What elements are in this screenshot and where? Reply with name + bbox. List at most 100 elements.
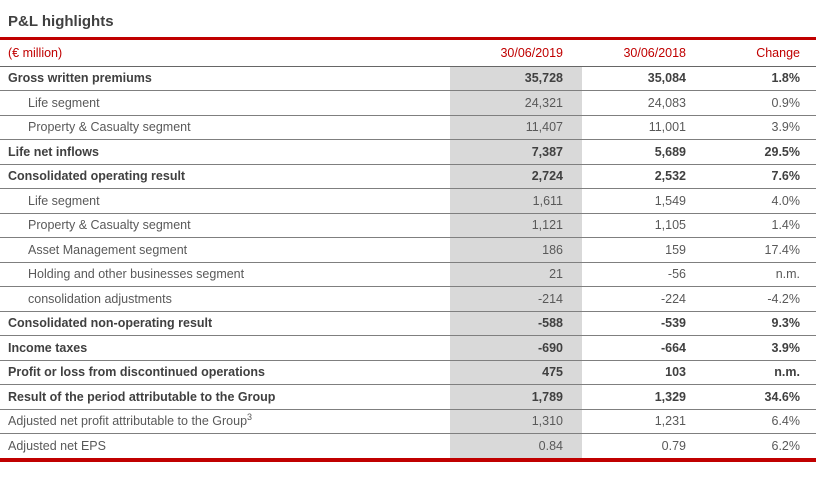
- row-label-text: Asset Management segment: [28, 242, 188, 257]
- value-2019: -690: [450, 335, 582, 361]
- row-label: Income taxes: [0, 335, 450, 361]
- row-label: Life net inflows: [0, 139, 450, 165]
- table-row: Life segment 1,611 1,549 4.0%: [0, 188, 816, 214]
- value-2019: -588: [450, 311, 582, 336]
- row-label: consolidation adjustments: [0, 286, 450, 312]
- row-label-text: Profit or loss from discontinued operati…: [8, 365, 265, 380]
- value-change: 6.2%: [771, 439, 801, 453]
- table-row: Profit or loss from discontinued operati…: [0, 360, 816, 385]
- value-change: 9.3%: [703, 311, 816, 336]
- table-body: Gross written premiums 35,728 35,084 1.8% Li…: [0, 66, 816, 458]
- value-change: 1.8%: [703, 66, 816, 91]
- value-2018: 1,549: [582, 188, 703, 214]
- pnl-table: (€ million) 30/06/2019 30/06/2018 Change…: [0, 40, 816, 458]
- table-row: Life net inflows 7,387 5,689 29.5%: [0, 139, 816, 165]
- table-row: Income taxes -690 -664 3.9%: [0, 335, 816, 361]
- value-2018: -56: [582, 262, 703, 287]
- table-row: Holding and other businesses segment 21 -5…: [0, 262, 816, 287]
- value-2018: 24,083: [582, 90, 703, 116]
- row-label: Consolidated non-operating result: [0, 311, 450, 336]
- table-row: Gross written premiums 35,728 35,084 1.8%: [0, 66, 816, 91]
- row-label: Consolidated operating result: [0, 164, 450, 189]
- value-change: 3.9%: [703, 115, 816, 140]
- table-header-row: (€ million) 30/06/2019 30/06/2018 Change: [0, 40, 816, 67]
- value-change: n.m.: [703, 360, 816, 385]
- value-change: 29.5%: [703, 139, 816, 165]
- value-2019: 1,310: [450, 409, 582, 434]
- row-label: Life segment: [0, 188, 450, 214]
- table-row: Result of the period attributable to the…: [0, 384, 816, 410]
- row-label-text: Consolidated non-operating result: [8, 316, 213, 331]
- row-label: Profit or loss from discontinued operati…: [0, 360, 450, 385]
- value-2019: 7,387: [450, 139, 582, 165]
- value-change: 17.4%: [703, 237, 816, 263]
- value-2019: 186: [450, 237, 582, 263]
- row-label: Gross written premiums: [0, 66, 450, 91]
- row-label: Holding and other businesses segment: [0, 262, 450, 287]
- col-header-2018: 30/06/2018: [582, 40, 703, 67]
- value-2019: 11,407: [450, 115, 582, 140]
- value-2019: 24,321: [450, 90, 582, 116]
- value-2018: 11,001: [582, 115, 703, 140]
- row-label-text: Holding and other businesses segment: [28, 267, 245, 282]
- table-row: Property & Casualty segment 1,121 1,105 1.4…: [0, 213, 816, 238]
- value-change: 34.6%: [703, 384, 816, 410]
- value-change: 7.6%: [703, 164, 816, 189]
- table-row: Life segment 24,321 24,083 0.9%: [0, 90, 816, 116]
- row-label-text: Result of the period attributable to the…: [8, 389, 276, 404]
- row-label-text: Property & Casualty segment: [28, 218, 191, 233]
- row-label-text: Life net inflows: [8, 144, 99, 159]
- col-header-change: Change: [703, 40, 816, 67]
- table-row: Consolidated operating result 2,724 2,532 7…: [0, 164, 816, 189]
- row-label-footnote: 3: [247, 412, 253, 423]
- value-2018: 0.79: [661, 439, 686, 453]
- row-label: Asset Management segment: [0, 237, 450, 263]
- table-row: Consolidated non-operating result -588 -53…: [0, 311, 816, 336]
- row-label: Property & Casualty segment: [0, 213, 450, 238]
- value-2019: -214: [450, 286, 582, 312]
- row-label-text: Life segment: [28, 95, 100, 110]
- value-change: n.m.: [703, 262, 816, 287]
- value-2019: 35,728: [450, 66, 582, 91]
- table-row: Adjusted net EPS 0.84 0.79 6.2%: [0, 433, 816, 459]
- row-label-text: Gross written premiums: [8, 71, 152, 86]
- row-label: Result of the period attributable to the…: [0, 384, 450, 410]
- row-label-text: Adjusted net EPS: [8, 439, 106, 453]
- row-label-text: Consolidated operating result: [8, 169, 186, 184]
- row-label: Adjusted net profit attributable to the …: [0, 409, 450, 434]
- value-2018: -539: [582, 311, 703, 336]
- row-label-text: Property & Casualty segment: [28, 120, 191, 135]
- title-rule: [0, 37, 816, 40]
- value-2018: 35,084: [582, 66, 703, 91]
- value-change: 1.4%: [703, 213, 816, 238]
- value-change: 4.0%: [703, 188, 816, 214]
- value-2018: 103: [582, 360, 703, 385]
- table-row: Adjusted net profit attributable to the …: [0, 409, 816, 434]
- value-change: -4.2%: [703, 286, 816, 312]
- value-change: 6.4%: [703, 409, 816, 434]
- value-2019: 21: [450, 262, 582, 287]
- page-title: P&L highlights: [8, 13, 114, 30]
- row-label: Adjusted net EPS: [0, 434, 450, 459]
- value-2018: 5,689: [582, 139, 703, 165]
- value-2018: 1,329: [582, 384, 703, 410]
- value-2018: 159: [582, 237, 703, 263]
- bottom-rule: [0, 458, 816, 462]
- table-row: Property & Casualty segment 11,407 11,001 3…: [0, 115, 816, 140]
- value-change: 0.9%: [703, 90, 816, 116]
- value-2019: 1,789: [450, 384, 582, 410]
- unit-header: (€ million): [0, 40, 450, 67]
- col-header-2019: 30/06/2019: [450, 40, 582, 67]
- pnl-highlights-page: P&L highlights (€ million) 30/06/2019 30…: [0, 13, 816, 462]
- table-row: consolidation adjustments -214 -224 -4.2%: [0, 286, 816, 312]
- value-2018: 1,231: [582, 409, 703, 434]
- value-2018: -224: [582, 286, 703, 312]
- value-2018: -664: [582, 335, 703, 361]
- value-2019: 1,611: [450, 188, 582, 214]
- row-label-text: consolidation adjustments: [28, 291, 172, 306]
- value-change: 3.9%: [703, 335, 816, 361]
- row-label-text: Adjusted net profit attributable to the …: [8, 414, 248, 429]
- value-2019: 1,121: [450, 213, 582, 238]
- row-label-text: Life segment: [28, 193, 100, 208]
- value-2018: 2,532: [582, 164, 703, 189]
